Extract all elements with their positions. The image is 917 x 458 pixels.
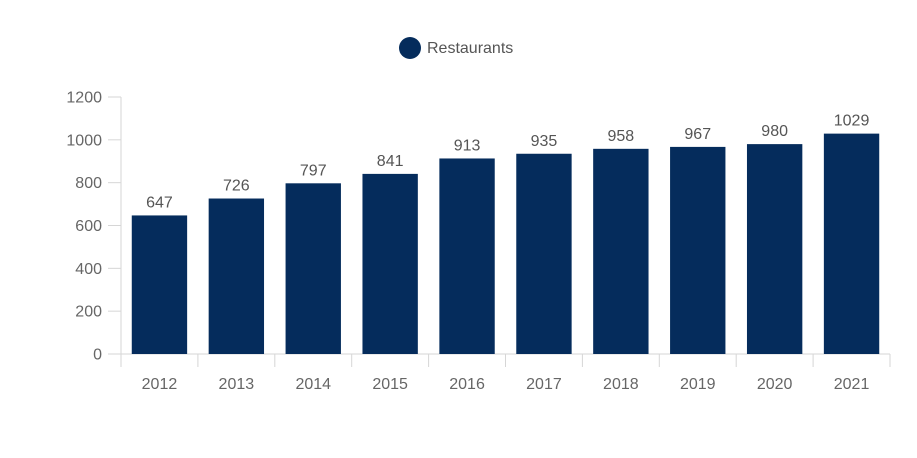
bar[interactable]	[362, 173, 418, 354]
y-tick-label: 1000	[66, 132, 102, 149]
bar[interactable]	[131, 215, 188, 354]
x-tick-label: 2014	[295, 376, 331, 393]
bar[interactable]	[670, 146, 726, 354]
legend-marker	[399, 37, 421, 59]
bar-value-label: 913	[454, 137, 481, 154]
x-tick-group: 2012 2013 2014 2015 2016 2017 2018 2019 2020 2021	[120, 354, 891, 393]
x-tick-label: 2021	[834, 376, 870, 393]
bars-group	[131, 133, 880, 354]
data-labels-group: 647 726 797 841 913 935 958 967 980 1029	[146, 113, 869, 212]
bar-value-label: 980	[761, 123, 788, 140]
x-tick-label: 2012	[142, 376, 178, 393]
x-tick-label: 2013	[219, 376, 255, 393]
bar-value-label: 647	[146, 194, 173, 211]
bar-value-label: 935	[531, 133, 558, 150]
y-tick-label: 800	[75, 175, 102, 192]
bar-value-label: 958	[607, 128, 634, 145]
bar-value-label: 967	[684, 126, 711, 143]
bar[interactable]	[439, 158, 495, 354]
y-tick-label: 1200	[66, 90, 102, 107]
y-tick-label: 600	[75, 218, 102, 235]
bar-value-label: 726	[223, 178, 250, 195]
y-tick-label: 400	[75, 261, 102, 278]
bar[interactable]	[208, 198, 265, 354]
x-tick-label: 2018	[603, 376, 639, 393]
bar-value-label: 1029	[834, 113, 870, 130]
x-tick-label: 2019	[680, 376, 716, 393]
y-tick-label: 200	[75, 304, 102, 321]
bar[interactable]	[516, 153, 572, 354]
x-tick-label: 2017	[526, 376, 562, 393]
bar-value-label: 797	[300, 162, 327, 179]
bar[interactable]	[823, 133, 880, 354]
legend-label: Restaurants	[427, 40, 513, 57]
x-tick-label: 2020	[757, 376, 793, 393]
y-tick-group: 0 200 400 600 800 1000 1200	[66, 90, 121, 364]
legend[interactable]: Restaurants	[399, 37, 513, 59]
x-tick-label: 2016	[449, 376, 485, 393]
bar[interactable]	[285, 183, 341, 354]
bar[interactable]	[746, 144, 803, 354]
x-tick-label: 2015	[372, 376, 408, 393]
y-tick-label: 0	[93, 347, 102, 364]
bar-value-label: 841	[377, 153, 404, 170]
bar[interactable]	[593, 148, 649, 354]
